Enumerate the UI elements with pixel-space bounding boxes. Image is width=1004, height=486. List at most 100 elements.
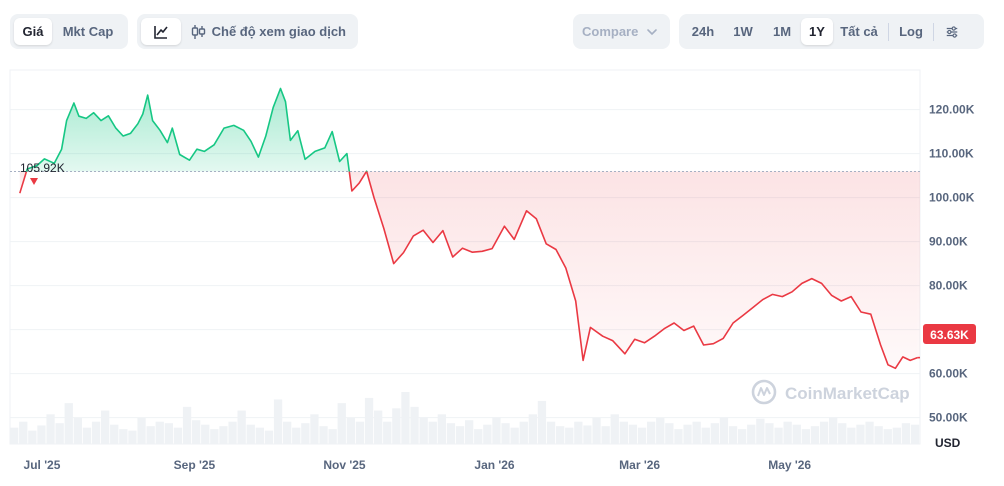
- volume-bar: [246, 424, 255, 444]
- area-below-baseline: [366, 171, 918, 369]
- y-tick-label: 50.00K: [929, 411, 968, 425]
- coinmarketcap-watermark: CoinMarketCap: [751, 379, 910, 405]
- volume-bar: [255, 427, 264, 444]
- area-above-baseline: [26, 88, 350, 172]
- volume-bar: [28, 430, 37, 444]
- current-price-label: 63.63K: [930, 328, 969, 342]
- volume-bar: [283, 421, 292, 444]
- x-tick-label: May '26: [768, 458, 811, 472]
- volume-bar: [774, 427, 783, 444]
- volume-bar: [819, 421, 829, 444]
- y-tick-label: 80.00K: [929, 279, 968, 293]
- volume-bar: [55, 423, 64, 444]
- volume-bar: [701, 427, 710, 444]
- volume-bar: [628, 424, 638, 444]
- volume-bar: [483, 424, 492, 444]
- volume-bar: [328, 429, 337, 444]
- volume-bar: [437, 414, 446, 444]
- price-area: [19, 88, 920, 369]
- line-chart-button[interactable]: [141, 18, 181, 45]
- volume-bar: [756, 418, 765, 444]
- x-tick-label: Sep '25: [174, 458, 216, 472]
- area-below-baseline: [349, 171, 367, 191]
- volume-bar: [592, 418, 601, 444]
- volume-bar: [765, 423, 774, 444]
- volume-bar: [719, 417, 729, 444]
- volume-bar: [492, 417, 501, 444]
- volume-bar: [501, 423, 510, 444]
- volume-bar: [910, 424, 920, 444]
- volume-bar: [37, 425, 46, 444]
- range-1w[interactable]: 1W: [733, 24, 753, 39]
- chart-settings-button[interactable]: [937, 18, 967, 45]
- volume-bar: [546, 421, 556, 444]
- volume-bar: [146, 426, 155, 444]
- volume-bar: [419, 417, 428, 444]
- y-tick-label: 120.00K: [929, 103, 975, 117]
- range-1y[interactable]: 1Y: [801, 18, 833, 45]
- range-24h[interactable]: 24h: [691, 24, 715, 39]
- currency-label: USD: [935, 436, 961, 450]
- volume-bar: [537, 400, 547, 444]
- price-chart[interactable]: 50.00K60.00K70.00K80.00K90.00K100.00K110…: [0, 64, 1004, 486]
- volume-bar: [73, 418, 82, 444]
- range-1m[interactable]: 1M: [772, 24, 792, 39]
- volume-bars: [10, 392, 920, 444]
- volume-bar: [310, 414, 319, 444]
- compare-dropdown[interactable]: Compare: [573, 14, 670, 49]
- x-tick-label: Jul '25: [24, 458, 61, 472]
- volume-bar: [82, 427, 92, 444]
- compare-label: Compare: [582, 24, 639, 39]
- volume-bar: [137, 418, 146, 444]
- volume-bar: [637, 427, 647, 444]
- tab-price[interactable]: Giá: [14, 18, 52, 45]
- current-price-badge-bg: [923, 324, 976, 344]
- volume-bar: [610, 414, 619, 444]
- range-toggle: 24h 1W 1M 1Y Tất cả Log: [679, 14, 984, 49]
- volume-bar: [301, 423, 310, 444]
- log-scale-button[interactable]: Log: [899, 24, 923, 39]
- range-all[interactable]: Tất cả: [840, 24, 878, 39]
- volume-bar: [374, 410, 383, 444]
- volume-bar: [128, 430, 137, 444]
- volume-bar: [410, 406, 419, 444]
- volume-bar: [364, 397, 374, 444]
- y-tick-label: 100.00K: [929, 191, 975, 205]
- volume-bar: [155, 421, 164, 444]
- volume-bar: [428, 421, 437, 444]
- volume-bar: [455, 426, 465, 444]
- volume-bar: [792, 424, 801, 444]
- volume-bar: [728, 426, 738, 444]
- chart-mode-toggle: Chế độ xem giao dịch: [137, 14, 358, 49]
- volume-bar: [865, 421, 874, 444]
- volume-bar: [683, 424, 692, 444]
- volume-bar: [201, 424, 210, 444]
- volume-bar: [838, 423, 847, 444]
- volume-bar: [192, 420, 201, 444]
- baseline-label: 105.92K: [20, 161, 65, 175]
- metric-toggle: Giá Mkt Cap: [10, 14, 128, 49]
- volume-bar: [355, 421, 365, 444]
- volume-bar: [901, 423, 911, 444]
- volume-bar: [510, 427, 519, 444]
- tab-market-cap[interactable]: Mkt Cap: [62, 24, 114, 39]
- y-axis: 50.00K60.00K70.00K80.00K90.00K100.00K110…: [929, 103, 975, 425]
- x-tick-label: Jan '26: [474, 458, 515, 472]
- trading-view-button[interactable]: Chế độ xem giao dịch: [181, 18, 354, 45]
- volume-bar: [747, 424, 756, 444]
- volume-bar: [883, 429, 892, 444]
- volume-bar: [273, 399, 283, 444]
- price-line: [19, 87, 920, 370]
- volume-bar: [292, 427, 301, 444]
- volume-bar: [556, 426, 565, 444]
- sliders-icon: [946, 25, 958, 38]
- volume-bar: [583, 425, 592, 444]
- x-axis: Jul '25 Sep '25 Nov '25 Jan '26 Mar '26 May '…: [24, 458, 812, 472]
- volume-bar: [856, 424, 865, 444]
- volume-bar: [10, 427, 19, 444]
- volume-bar: [319, 426, 328, 444]
- volume-bar: [692, 421, 701, 444]
- volume-bar: [874, 426, 883, 444]
- candlestick-icon: [191, 24, 205, 39]
- y-tick-label: 90.00K: [929, 235, 968, 249]
